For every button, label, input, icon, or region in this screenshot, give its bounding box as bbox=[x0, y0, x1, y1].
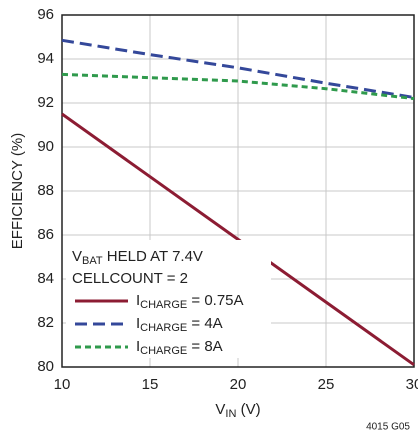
legend-label-part: CHARGE bbox=[140, 345, 187, 357]
legend-label-part: CHARGE bbox=[140, 322, 187, 334]
y-tick-label: 84 bbox=[37, 270, 54, 287]
annotation-part: CELLCOUNT = 2 bbox=[72, 270, 188, 287]
series-line bbox=[61, 38, 415, 99]
annotation-part: HELD AT 7.4V bbox=[103, 248, 203, 265]
x-tick-label: 25 bbox=[318, 376, 335, 393]
legend-label: ICHARGE = 8A bbox=[136, 338, 223, 357]
y-tick-label: 86 bbox=[37, 226, 54, 243]
y-tick-label: 80 bbox=[37, 358, 54, 375]
legend-label-part: I bbox=[136, 315, 140, 332]
x-tick-label: 10 bbox=[54, 376, 71, 393]
legend-label-part: = 4A bbox=[187, 315, 222, 332]
x-tick-label: 15 bbox=[142, 376, 159, 393]
annotation-part: V bbox=[72, 248, 82, 265]
annotation: CELLCOUNT = 2 bbox=[72, 270, 188, 287]
y-tick-label: 92 bbox=[37, 94, 54, 111]
series-line bbox=[61, 72, 415, 101]
y-axis-title: EFFICIENCY (%) bbox=[9, 133, 26, 249]
y-tick-label: 82 bbox=[37, 314, 54, 331]
series-line bbox=[61, 112, 415, 367]
annotation-part: BAT bbox=[82, 255, 103, 267]
footnote: 4015 G05 bbox=[366, 422, 410, 433]
legend-label-part: = 8A bbox=[187, 338, 222, 355]
x-axis-title-part: IN bbox=[225, 408, 236, 420]
legend-label-part: I bbox=[136, 292, 140, 309]
legend-box bbox=[66, 240, 271, 358]
x-tick-label: 30 bbox=[406, 376, 418, 393]
x-axis-title: VIN (V) bbox=[215, 401, 260, 420]
x-axis-title-part: (V) bbox=[236, 401, 260, 418]
legend-label: ICHARGE = 4A bbox=[136, 315, 223, 334]
x-tick-label: 20 bbox=[230, 376, 247, 393]
x-axis-title-part: V bbox=[215, 401, 225, 418]
plot-frame bbox=[61, 14, 415, 368]
y-tick-label: 90 bbox=[37, 138, 54, 155]
legend-label-part: CHARGE bbox=[140, 299, 187, 311]
legend-label-part: = 0.75A bbox=[187, 292, 243, 309]
annotation: VBAT HELD AT 7.4V bbox=[72, 248, 203, 267]
legend-label-part: I bbox=[136, 338, 140, 355]
y-tick-label: 96 bbox=[37, 6, 54, 23]
y-tick-label: 94 bbox=[37, 50, 54, 67]
y-tick-label: 88 bbox=[37, 182, 54, 199]
legend-label: ICHARGE = 0.75A bbox=[136, 292, 244, 311]
